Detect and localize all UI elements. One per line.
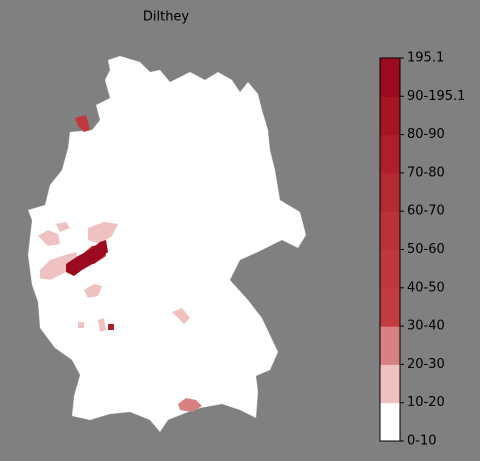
colorbar-segment xyxy=(380,172,400,212)
colorbar-segment xyxy=(380,134,400,174)
colorbar-label: 195.1 xyxy=(407,51,444,66)
region xyxy=(40,252,78,280)
colorbar-label: 80-90 xyxy=(407,127,445,142)
colorbar-label: 60-70 xyxy=(407,204,445,219)
region xyxy=(56,222,70,232)
colorbar-label: 90-195.1 xyxy=(407,89,465,104)
region xyxy=(178,398,202,412)
germany-map xyxy=(27,55,307,433)
colorbar-segment xyxy=(380,58,400,97)
colorbar-label: 40-50 xyxy=(407,280,445,295)
colorbar-segment xyxy=(380,326,400,365)
region xyxy=(108,324,114,330)
colorbar-label: 30-40 xyxy=(407,319,445,334)
region xyxy=(38,230,60,246)
region xyxy=(75,115,90,132)
colorbar-label: 70-80 xyxy=(407,165,445,180)
country-outline xyxy=(27,55,307,433)
colorbar-segment xyxy=(380,96,400,136)
region xyxy=(78,322,84,328)
colorbar-segment xyxy=(380,249,400,289)
region xyxy=(172,308,190,324)
colorbar-segment xyxy=(380,211,400,250)
colorbar: 0-10 10-20 20-30 30-40 40-50 50-60 60-70 70-80 8… xyxy=(379,51,465,449)
colorbar-label: 20-30 xyxy=(407,357,445,372)
colorbar-label: 10-20 xyxy=(407,395,445,410)
colorbar-segment xyxy=(380,364,400,404)
colorbar-label: 50-60 xyxy=(407,242,445,257)
map-title: Dilthey xyxy=(143,10,190,25)
region xyxy=(66,240,108,276)
region xyxy=(84,284,102,298)
colorbar-segment xyxy=(380,287,400,327)
region xyxy=(98,318,106,332)
colorbar-label: 0-10 xyxy=(407,434,437,449)
colorbar-segment xyxy=(380,402,400,442)
region xyxy=(88,222,118,244)
